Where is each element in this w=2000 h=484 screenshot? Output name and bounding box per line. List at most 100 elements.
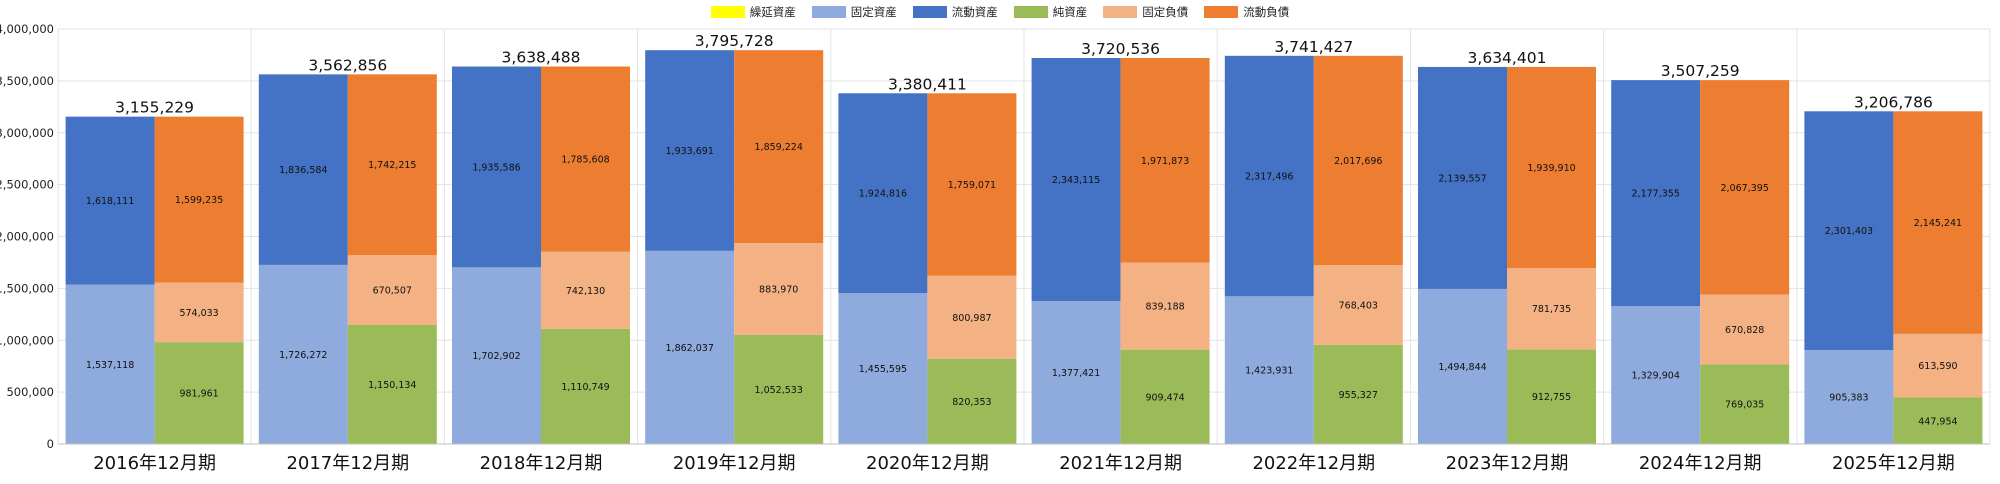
legend-swatch [710,6,745,18]
x-category-label: 2016年12月期 [93,453,216,474]
bar-segment-liability [541,328,630,444]
segment-value-label: 1,423,931 [1245,366,1293,377]
y-tick-label: 3,000,000 [0,126,54,140]
bar-segment-liability [1893,397,1983,444]
legend-label: 流動負債 [1243,5,1290,19]
segment-value-label: 574,033 [179,308,218,319]
segment-value-label: 2,177,355 [1632,189,1680,200]
x-category-label: 2023年12月期 [1446,453,1569,474]
legend-item: 流動負債 [1204,4,1289,20]
y-tick-label: 0 [47,437,54,451]
total-value-label: 3,720,536 [1081,40,1160,58]
bar-segment-liability [1893,333,1983,398]
bar-segment-liability [927,275,1017,359]
bar-segment-asset [258,264,348,444]
segment-value-label: 670,828 [1725,325,1764,336]
x-category-label: 2020年12月期 [866,453,989,474]
bar-segment-liability [1120,262,1210,350]
segment-value-label: 1,785,608 [561,155,609,166]
bar-segment-asset [65,284,155,444]
bar-segment-liability [927,93,1017,276]
x-category-label: 2019年12月期 [673,453,796,474]
legend-label: 流動資産 [951,5,998,19]
segment-value-label: 2,067,395 [1721,183,1769,194]
y-tick-label: 2,000,000 [0,230,54,244]
bar-segment-liability [734,334,824,444]
segment-value-label: 1,862,037 [666,343,714,354]
segment-value-label: 2,343,115 [1052,175,1100,186]
legend-item: 固定資産 [811,4,897,20]
segment-value-label: 1,924,816 [859,189,907,200]
bar-segment-liability [347,255,437,325]
segment-value-label: 2,317,496 [1245,172,1293,183]
segment-value-label: 912,755 [1532,392,1571,403]
y-tick-label: 1,500,000 [0,281,54,295]
segment-value-label: 1,759,071 [948,180,996,191]
segment-value-label: 742,130 [566,286,605,297]
bar-segment-liability [154,116,244,283]
segment-value-label: 2,017,696 [1334,156,1382,167]
segment-value-label: 1,935,586 [472,162,520,173]
total-value-label: 3,634,401 [1468,49,1547,67]
legend-item: 固定負債 [1103,4,1188,20]
segment-value-label: 670,507 [373,285,412,296]
bar-segment-asset [258,74,348,265]
segment-value-label: 1,494,844 [1438,362,1486,373]
bar-segment-liability [1893,111,1983,334]
x-category-label: 2018年12月期 [480,453,603,474]
x-category-label: 2024年12月期 [1639,453,1762,474]
y-tick-label: 500,000 [6,385,54,399]
segment-value-label: 2,139,557 [1438,173,1486,184]
segment-value-label: 1,939,910 [1527,163,1575,174]
bar-segment-asset [1611,306,1701,444]
segment-value-label: 447,954 [1918,416,1957,427]
y-tick-label: 1,000,000 [0,333,54,347]
bar-segment-liability [927,358,1017,444]
bar-segment-liability [541,251,630,329]
bar-segment-asset [1224,296,1314,444]
legend-swatch [811,6,846,18]
bar-segment-liability [347,74,437,256]
bar-segment-liability [1313,265,1403,345]
segment-value-label: 1,702,902 [472,351,520,362]
bar-segment-asset [645,50,735,251]
legend-item: 流動資産 [912,4,998,20]
bar-segment-liability [154,342,244,444]
bar-segment-liability [347,324,437,444]
segment-value-label: 905,383 [1829,393,1868,404]
total-value-label: 3,155,229 [115,99,194,117]
x-category-label: 2025年12月期 [1832,453,1955,474]
bar-segment-liability [541,66,630,252]
legend-label: 固定資産 [850,5,897,19]
total-value-label: 3,562,856 [308,56,387,74]
bar-segment-liability [1120,349,1210,444]
bar-segment-asset [1224,55,1314,297]
segment-value-label: 909,474 [1145,392,1184,403]
bar-segment-asset [1804,111,1894,351]
bar-segment-liability [1507,268,1596,350]
segment-value-label: 1,599,235 [175,195,223,206]
total-value-label: 3,795,728 [695,32,774,50]
bar-segment-asset [838,93,928,293]
segment-value-label: 2,301,403 [1825,226,1873,237]
chart-legend: 繰延資産 固定資産 流動資産 純資産 固定負債 流動負債 [0,4,2000,20]
bar-segment-liability [1313,55,1403,266]
legend-item: 純資産 [1013,4,1087,20]
total-value-label: 3,741,427 [1274,38,1353,56]
legend-label: 繰延資産 [749,5,796,19]
segment-value-label: 1,742,215 [368,160,416,171]
segment-value-label: 768,403 [1339,301,1378,312]
segment-value-label: 1,618,111 [86,196,134,207]
bar-segment-liability [1700,80,1790,295]
legend-swatch [1013,6,1048,18]
segment-value-label: 1,110,749 [561,382,609,393]
bar-segment-asset [452,66,541,268]
total-value-label: 3,507,259 [1661,62,1740,80]
bar-segment-asset [452,267,541,444]
legend-label: 固定負債 [1142,5,1189,19]
segment-value-label: 1,971,873 [1141,156,1189,167]
bar-segment-liability [154,282,244,343]
segment-value-label: 1,859,224 [755,142,803,153]
bar-segment-liability [734,243,824,335]
